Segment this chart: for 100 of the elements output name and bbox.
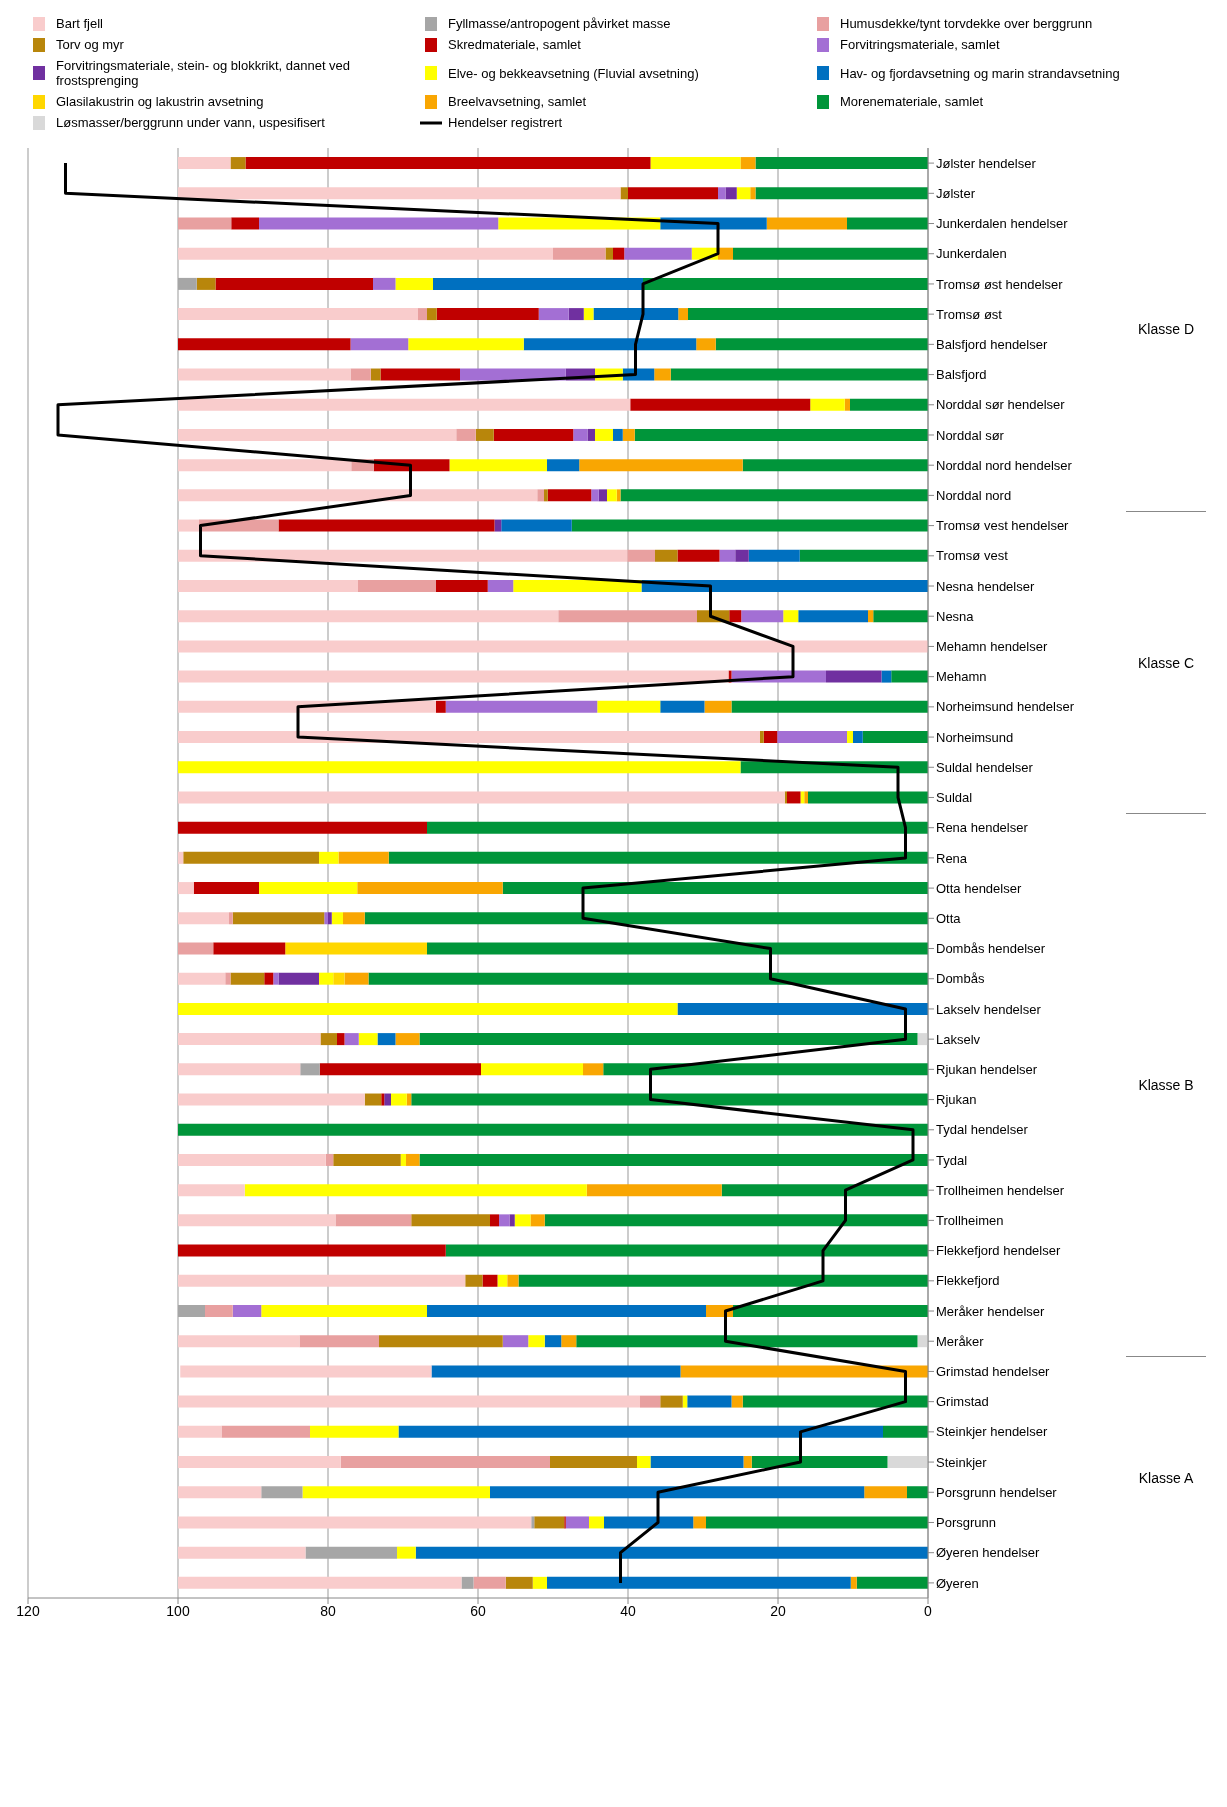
bar <box>826 670 882 683</box>
bar <box>319 1063 481 1076</box>
bar <box>550 1456 637 1469</box>
bar <box>232 1304 262 1317</box>
bar <box>547 489 592 502</box>
bar <box>783 610 799 623</box>
bar <box>215 277 373 290</box>
bar <box>721 1184 928 1197</box>
bar <box>221 1425 310 1438</box>
y-tick-label: Flekkefjord hendelser <box>936 1243 1061 1259</box>
bar <box>616 489 621 502</box>
bar <box>445 1244 928 1257</box>
bar <box>178 821 427 834</box>
bar <box>622 428 635 441</box>
bar <box>763 731 778 744</box>
y-tick-label: Porsgrunn <box>936 1515 996 1531</box>
bar <box>613 247 625 260</box>
bar <box>400 1153 406 1166</box>
bar <box>230 972 265 985</box>
bar <box>364 1093 382 1106</box>
bar <box>395 277 433 290</box>
bar <box>388 851 928 864</box>
legend-label: Elve- og bekkeavsetning (Fluvial avsetning) <box>448 65 699 81</box>
bar <box>531 1516 535 1529</box>
bar <box>482 1274 498 1287</box>
bar <box>278 519 495 532</box>
bar <box>379 1335 503 1348</box>
text: Klasse D <box>1137 320 1195 340</box>
bar <box>408 338 524 351</box>
x-tick-label: 60 <box>470 1602 486 1619</box>
bar <box>591 489 599 502</box>
y-tick-label: Norddal nord hendelser <box>936 457 1073 473</box>
bar <box>449 459 547 472</box>
bar <box>183 851 319 864</box>
bar <box>395 1033 420 1046</box>
bar <box>364 912 928 925</box>
bar <box>741 610 784 623</box>
y-tick-label: Rena hendelser <box>936 820 1029 836</box>
bar <box>178 731 760 744</box>
bar <box>178 1304 205 1317</box>
bar <box>465 1274 483 1287</box>
bar <box>350 338 409 351</box>
bar <box>502 882 928 895</box>
bar <box>856 1576 928 1589</box>
text: Klasse B <box>1126 812 1206 1358</box>
bar <box>431 1365 681 1378</box>
x-tick-label: 120 <box>16 1602 40 1619</box>
bar <box>232 912 325 925</box>
bar <box>475 428 494 441</box>
y-tick-label: Tromsø vest <box>936 548 1009 564</box>
bar <box>178 1033 321 1046</box>
bar <box>544 489 548 502</box>
y-tick-label: Mehamn <box>936 669 987 685</box>
bar <box>384 1093 391 1106</box>
bar <box>398 1425 883 1438</box>
bar <box>300 1063 320 1076</box>
bar <box>537 489 544 502</box>
bar <box>678 308 688 321</box>
bar <box>273 972 279 985</box>
bar <box>473 1576 506 1589</box>
bar <box>544 1335 562 1348</box>
bar <box>530 1214 545 1227</box>
bar <box>178 1002 678 1015</box>
bar <box>718 187 726 200</box>
bar <box>751 1456 888 1469</box>
bar <box>178 187 621 200</box>
bar <box>587 428 595 441</box>
bar <box>660 1395 683 1408</box>
bar <box>481 1063 583 1076</box>
bar <box>456 428 476 441</box>
bar <box>433 277 643 290</box>
bar <box>624 247 692 260</box>
bar <box>427 1304 706 1317</box>
bar <box>335 1214 412 1227</box>
bar <box>731 1395 743 1408</box>
bar <box>766 217 847 230</box>
legend-label: Hav- og fjordavsetning og marin strandavsetning <box>840 65 1120 81</box>
legend-label: Humusdekke/tynt torvdekke over berggrunn <box>840 16 1093 31</box>
bar <box>397 1546 416 1559</box>
bar <box>907 1486 928 1499</box>
bar <box>630 398 811 411</box>
bar <box>862 731 928 744</box>
bar <box>505 1576 533 1589</box>
y-tick-label: Tydal hendelser <box>936 1122 1029 1138</box>
text: Klasse C <box>1126 510 1206 814</box>
bar <box>538 308 569 321</box>
legend-label: Morenemateriale, samlet <box>840 94 984 109</box>
bar <box>583 308 594 321</box>
y-tick-label: Grimstad hendelser <box>936 1364 1051 1380</box>
bar <box>178 912 229 925</box>
bar <box>285 942 427 955</box>
bar <box>178 428 457 441</box>
bar <box>844 398 850 411</box>
bar <box>883 1425 928 1438</box>
bar <box>733 247 928 260</box>
bar <box>178 1516 532 1529</box>
bar <box>881 670 892 683</box>
y-tick-label: Rjukan <box>936 1092 977 1108</box>
bar <box>358 1033 378 1046</box>
bar <box>804 791 808 804</box>
